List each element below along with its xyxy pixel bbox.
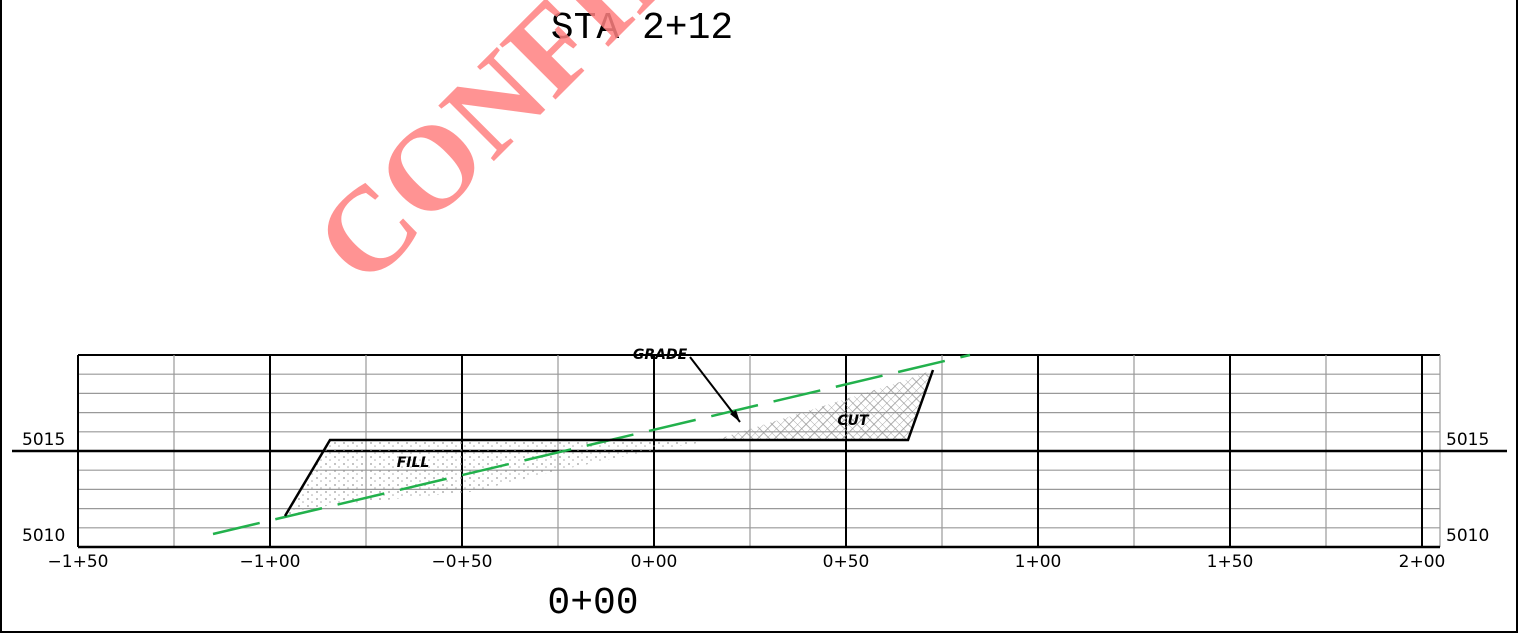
- station-label: 0+50: [823, 552, 870, 572]
- title: STA 2+12: [551, 7, 733, 50]
- grade-label: GRADE: [633, 347, 688, 363]
- arrow: [730, 410, 740, 422]
- grade-line: [283, 369, 935, 517]
- station-label: 1+50: [1207, 552, 1254, 572]
- station-label: −0+50: [432, 552, 493, 572]
- existing-ground: [212, 353, 971, 536]
- footer: 0+00: [547, 582, 638, 625]
- station-label: −1+50: [48, 552, 109, 572]
- elevation-label: 5010: [22, 526, 65, 546]
- elevation-label: 5015: [22, 430, 65, 450]
- cut-label: CUT: [837, 413, 870, 429]
- station-label: 0+00: [631, 552, 678, 572]
- station-label: 2+00: [1399, 552, 1446, 572]
- cut-area: [715, 370, 933, 440]
- leader: [689, 356, 741, 423]
- station-label: −1+00: [240, 552, 301, 572]
- station-label: 1+00: [1015, 552, 1062, 572]
- elevation-label: 5015: [1446, 430, 1489, 450]
- fill-area: [285, 440, 715, 516]
- grid: [12, 354, 1507, 549]
- elevation-label: 5010: [1446, 526, 1489, 546]
- fill-label: FILL: [397, 455, 430, 471]
